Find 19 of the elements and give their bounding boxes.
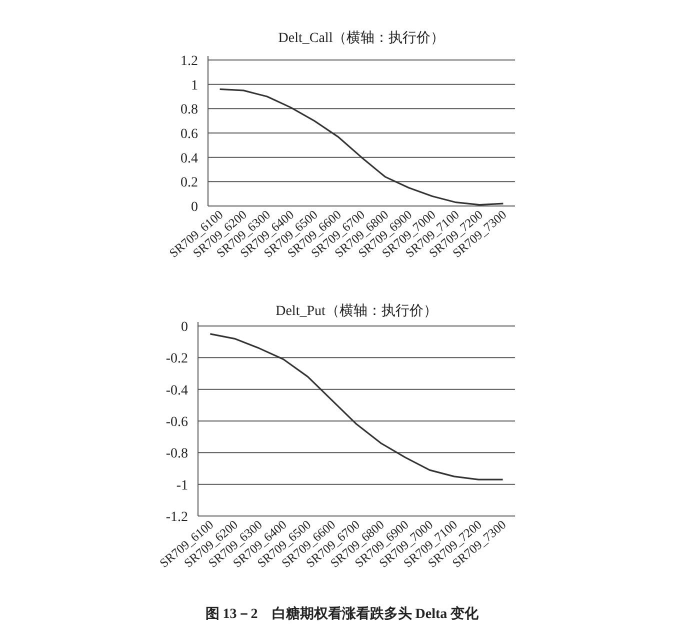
chart-title: Delt_Put（横轴：执行价） xyxy=(276,303,438,319)
y-tick-label: -0.8 xyxy=(166,446,188,462)
y-tick-label: 0.6 xyxy=(180,127,198,142)
line-series xyxy=(209,333,504,480)
chart-title: Delt_Call（横轴：执行价） xyxy=(278,30,445,46)
y-tick-label: -0.4 xyxy=(166,383,188,398)
y-tick-label: -1 xyxy=(176,478,188,494)
y-tick-label: 0 xyxy=(181,320,188,335)
line-series xyxy=(219,88,504,206)
y-tick-label: 0 xyxy=(191,200,198,215)
y-tick-label: -0.6 xyxy=(166,415,188,430)
y-tick-label: 1.2 xyxy=(180,54,198,69)
y-tick-label: 1 xyxy=(191,78,198,94)
y-tick-label: 0.4 xyxy=(180,151,198,166)
y-tick-label: -0.2 xyxy=(166,352,188,367)
caption: 图 13－2 白糖期权看涨看跌多头 Delta 变化 xyxy=(205,605,480,622)
y-tick-label: 0.8 xyxy=(180,102,198,118)
y-tick-label: 0.2 xyxy=(180,176,198,191)
y-tick-label: -1.2 xyxy=(166,510,188,525)
